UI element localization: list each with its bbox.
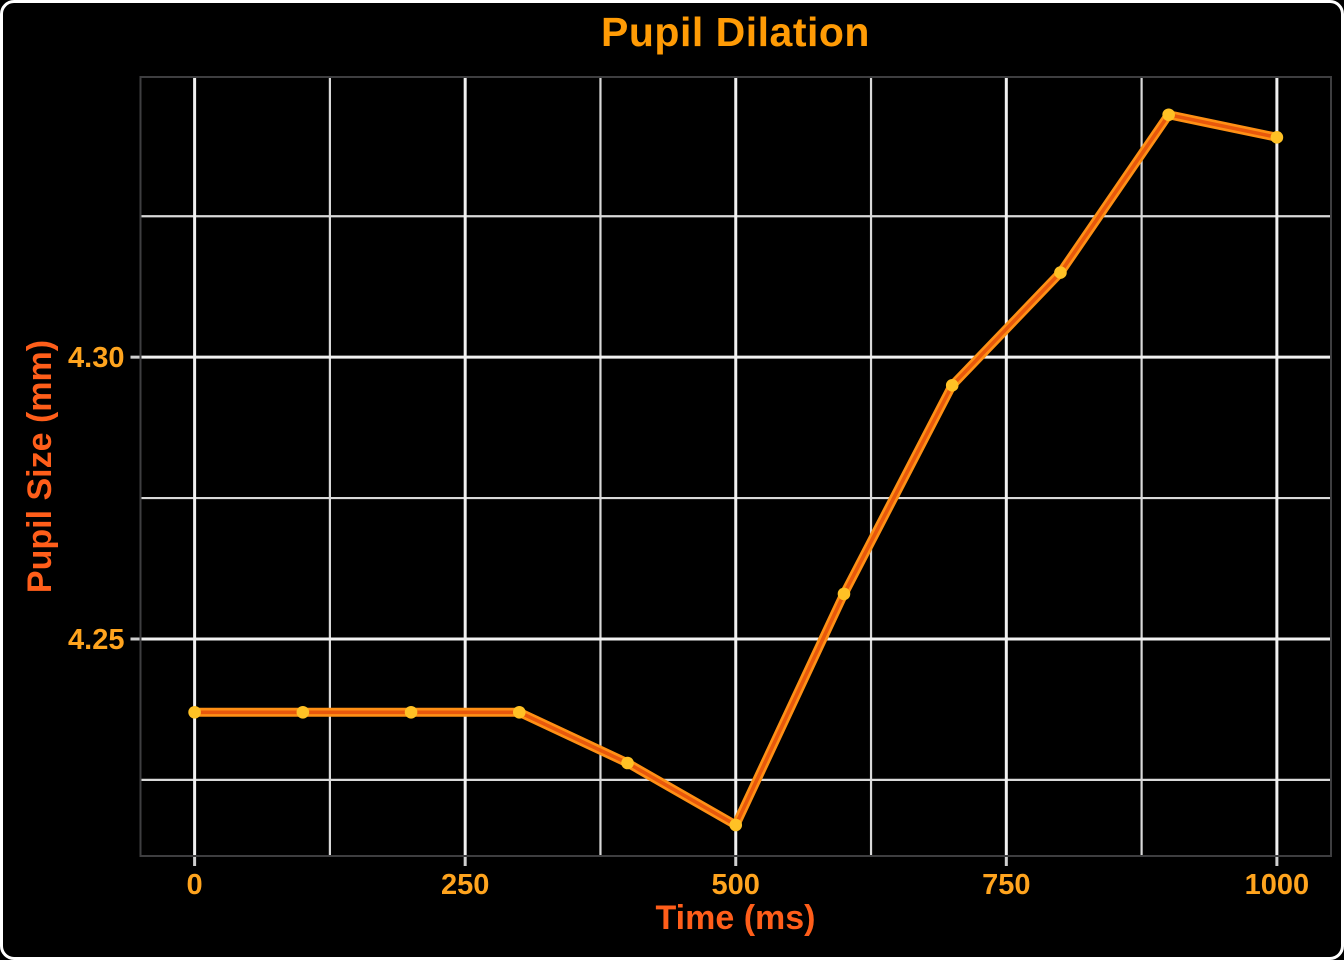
y-tick-label: 4.30 (68, 342, 124, 374)
data-point-marker (188, 705, 201, 719)
x-tick-label: 250 (441, 869, 489, 901)
y-tick-label: 4.25 (68, 624, 124, 656)
plot-area: 0 250 500 750 1000 4.25 4.30 (68, 76, 1332, 901)
data-point-marker (1270, 131, 1284, 144)
data-point-marker (404, 705, 418, 719)
data-point-marker (512, 705, 526, 719)
x-tick-label: 1000 (1245, 869, 1310, 901)
x-tick-label: 750 (982, 869, 1030, 901)
x-tick-label: 0 (187, 869, 203, 901)
y-axis-label-container: Pupil Size (mm) (9, 77, 73, 856)
x-tick-label: 500 (712, 869, 760, 901)
chart-title: Pupil Dilation (601, 9, 870, 55)
data-point-marker (621, 756, 634, 770)
data-point-marker (729, 818, 743, 832)
data-point-marker (1054, 266, 1067, 279)
x-axis-label: Time (ms) (655, 899, 816, 937)
y-axis-label: Pupil Size (mm) (21, 339, 60, 594)
data-point-marker (945, 379, 959, 392)
data-point-marker (1162, 108, 1175, 122)
data-point-marker (837, 587, 851, 601)
panel-border (139, 76, 1332, 857)
data-point-marker (296, 705, 310, 719)
